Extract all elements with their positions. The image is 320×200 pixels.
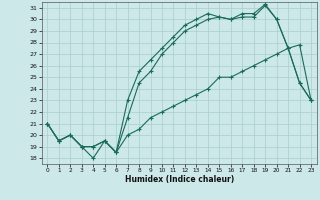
X-axis label: Humidex (Indice chaleur): Humidex (Indice chaleur) bbox=[124, 175, 234, 184]
